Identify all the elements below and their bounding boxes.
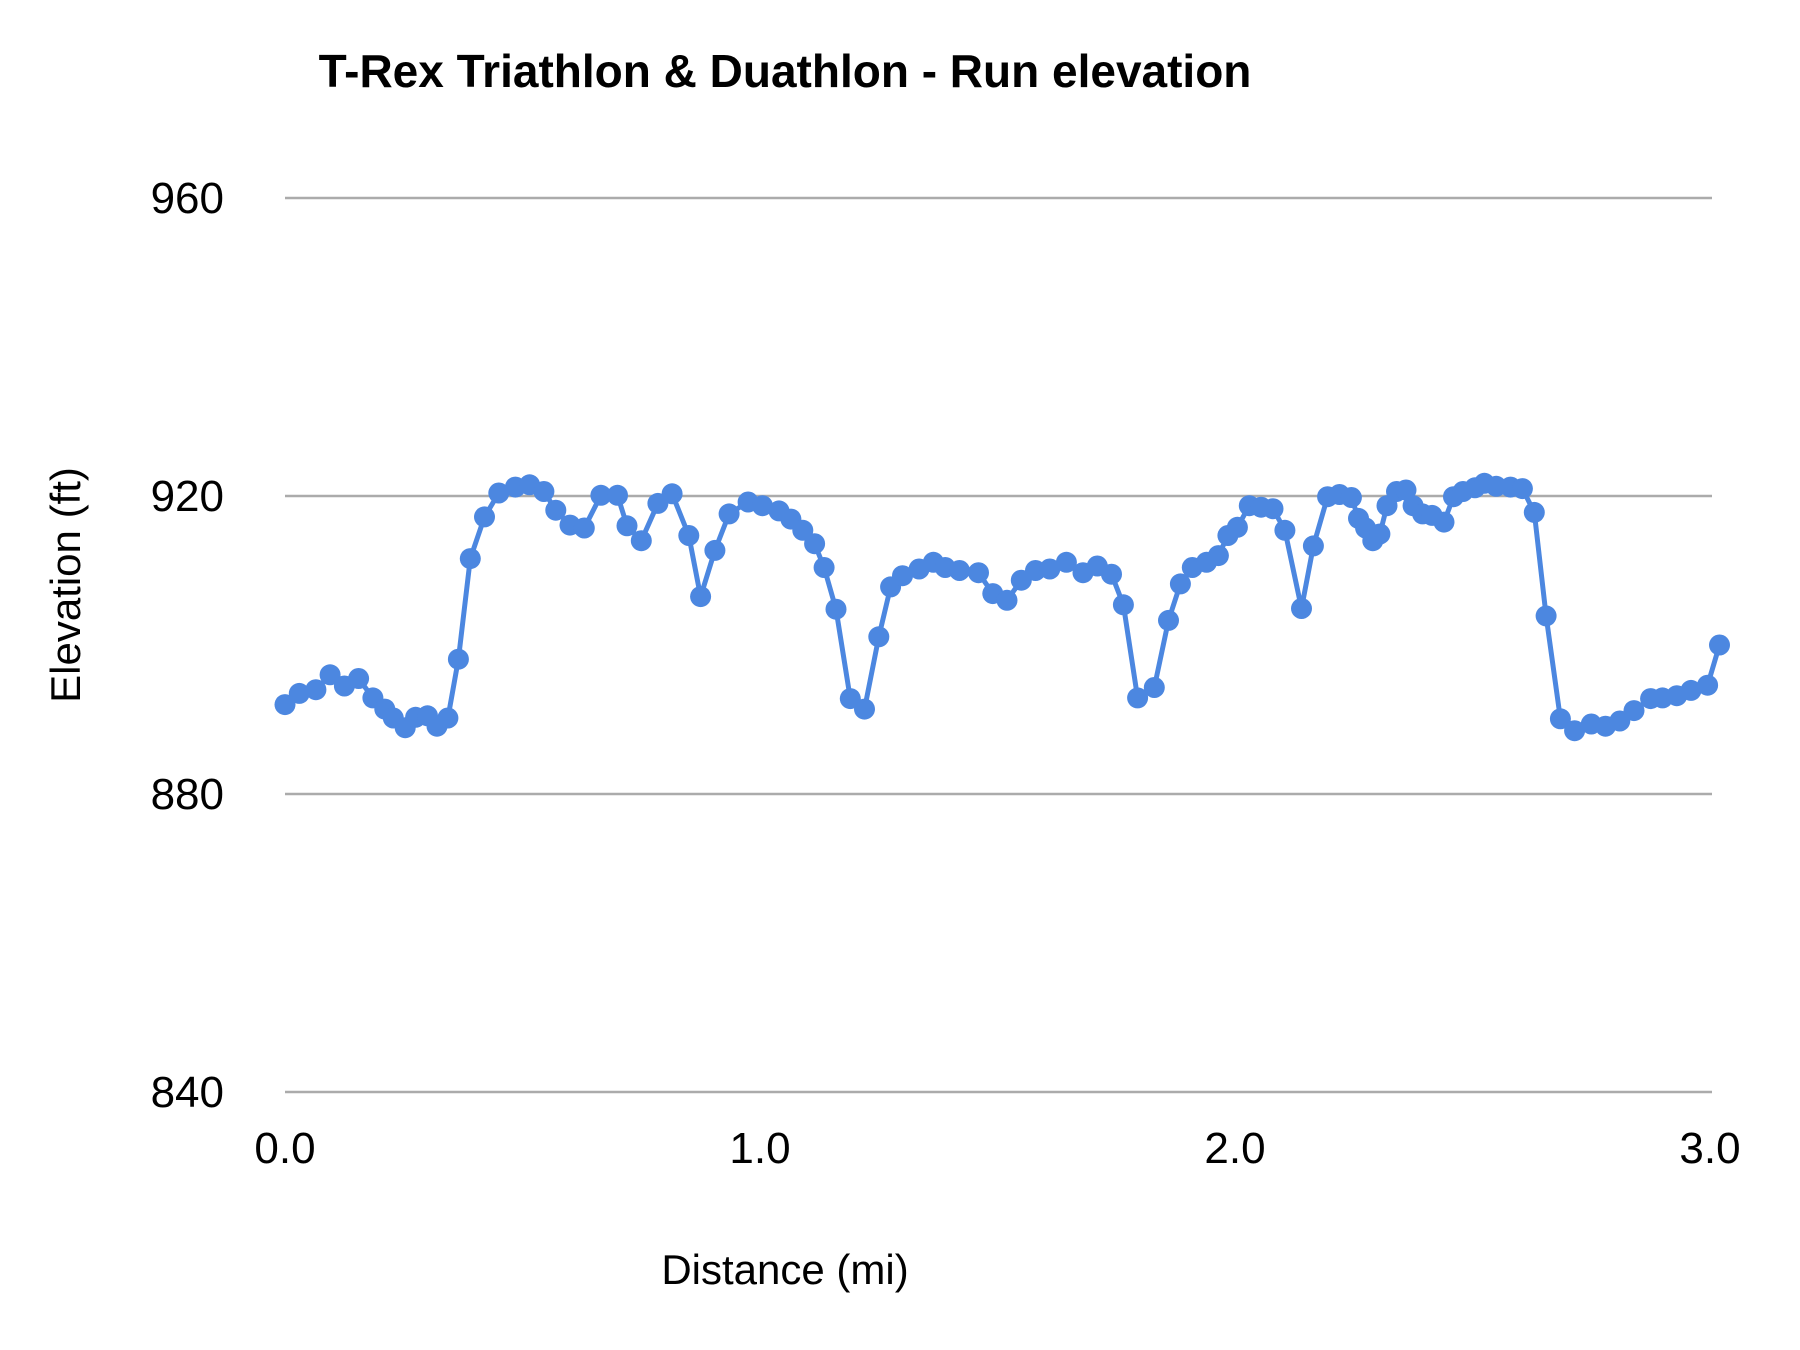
y-tick-label-880: 880 — [151, 770, 224, 819]
data-point — [1680, 679, 1702, 701]
data-point — [1433, 511, 1455, 533]
data-point — [1291, 598, 1312, 619]
data-point — [1709, 634, 1730, 656]
data-point — [630, 530, 652, 552]
x-axis-title: Distance (mi) — [661, 1246, 909, 1293]
data-point — [1369, 523, 1391, 545]
data-point — [825, 598, 847, 620]
y-tick-label-840: 840 — [151, 1068, 224, 1117]
data-point — [1158, 609, 1179, 631]
data-point — [447, 648, 469, 670]
data-point — [474, 506, 495, 528]
data-point — [690, 586, 712, 608]
data-point — [1302, 535, 1324, 557]
data-point — [996, 589, 1018, 611]
data-point — [751, 495, 773, 517]
data-point — [1523, 501, 1545, 523]
data-point — [1207, 545, 1229, 567]
data-point — [1623, 700, 1645, 722]
data-point — [892, 565, 913, 587]
data-point — [718, 503, 740, 525]
data-point — [1112, 594, 1134, 616]
x-tick-label-3.0: 3.0 — [1679, 1124, 1740, 1173]
data-point — [1143, 677, 1165, 698]
data-point — [1055, 551, 1077, 573]
data-point — [1127, 687, 1149, 709]
data-point — [305, 679, 327, 701]
data-point — [1535, 605, 1557, 627]
data-point — [1564, 720, 1586, 742]
data-point — [319, 664, 341, 686]
data-point — [949, 560, 970, 581]
x-tick-label-0.0: 0.0 — [254, 1124, 315, 1173]
data-point — [813, 557, 835, 578]
data-point — [1226, 516, 1248, 538]
data-point — [274, 694, 296, 716]
data-point — [1511, 478, 1533, 500]
data-point — [437, 707, 459, 729]
x-tick-label-2.0: 2.0 — [1204, 1124, 1265, 1173]
data-point — [459, 548, 481, 570]
data-point — [573, 517, 595, 539]
data-point — [854, 698, 875, 720]
data-point — [348, 668, 370, 689]
data-point — [533, 481, 555, 502]
data-point — [288, 682, 310, 704]
data-point — [1340, 487, 1362, 508]
data-point — [1101, 563, 1122, 585]
data-point — [661, 483, 683, 505]
data-point — [1262, 498, 1284, 520]
data-point — [1039, 558, 1061, 580]
data-point — [616, 515, 638, 537]
data-point — [868, 626, 890, 648]
data-point — [1697, 674, 1719, 696]
y-tick-label-960: 960 — [151, 174, 224, 223]
chart-title: T-Rex Triathlon & Duathlon - Run elevati… — [318, 45, 1252, 97]
data-point — [804, 533, 826, 555]
data-point — [1395, 479, 1417, 501]
data-point — [545, 499, 567, 521]
data-point — [1274, 519, 1296, 541]
data-point — [678, 525, 700, 546]
data-point — [590, 484, 612, 506]
data-point — [704, 539, 726, 561]
data-point — [968, 562, 989, 584]
data-point — [1169, 573, 1191, 595]
data-point — [1549, 708, 1571, 730]
data-point — [607, 484, 628, 506]
x-tick-label-1.0: 1.0 — [729, 1124, 790, 1173]
y-tick-label-920: 920 — [151, 472, 224, 521]
data-point — [488, 482, 510, 504]
